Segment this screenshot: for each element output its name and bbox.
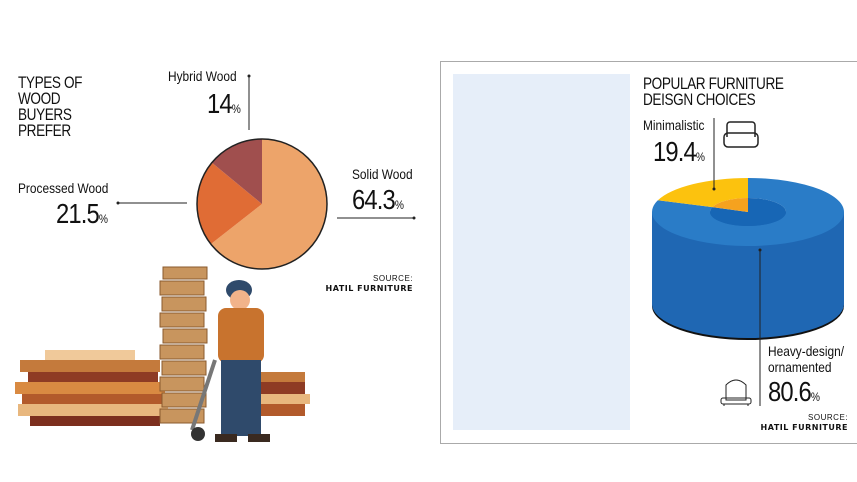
hybrid-leader-dot — [247, 74, 251, 78]
donut-side-heavy-design-ornamented — [652, 212, 844, 338]
wood-chart-title: TYPES OF WOOD BUYERS PREFER — [18, 73, 83, 140]
processed-leader-dot — [116, 201, 120, 205]
heavy-leader-dot — [758, 248, 762, 252]
donut-inner-minimalistic — [712, 198, 748, 212]
solid-label: Solid Wood — [352, 166, 413, 182]
solid-value: 64.3% — [352, 184, 404, 215]
heavy-label: Heavy-design/ ornamented — [768, 343, 845, 375]
armchair-icon — [723, 121, 759, 148]
pie-slice-hybrid-wood — [211, 139, 262, 204]
wood-source: SOURCE: HATIL FURNITURE — [325, 274, 413, 293]
worker-with-wood-illustration — [15, 266, 310, 442]
minimalistic-value: 19.4% — [653, 136, 705, 167]
blank-placeholder-box — [453, 74, 630, 430]
pie-slice-solid-wood — [210, 139, 327, 269]
solid-leader-dot — [412, 216, 416, 220]
processed-label: Processed Wood — [18, 180, 109, 196]
furniture-panel — [440, 61, 857, 444]
hybrid-label: Hybrid Wood — [168, 68, 237, 84]
minimalistic-leader-dot — [712, 187, 716, 191]
pie-outline — [196, 138, 328, 270]
furniture-source: SOURCE: HATIL FURNITURE — [760, 413, 848, 432]
processed-value: 21.5% — [56, 198, 108, 229]
furniture-chart-title: POPULAR FURNITURE DEISGN CHOICES — [643, 74, 784, 109]
donut-slice-heavy-design-ornamented — [651, 178, 844, 246]
heavy-value: 80.6% — [768, 376, 820, 407]
pie-slice-processed-wood — [196, 162, 262, 245]
throne-chair-icon — [720, 379, 752, 406]
hybrid-value: 14% — [207, 88, 241, 119]
donut-slice-minimalistic — [657, 178, 748, 208]
minimalistic-label: Minimalistic — [643, 117, 705, 133]
